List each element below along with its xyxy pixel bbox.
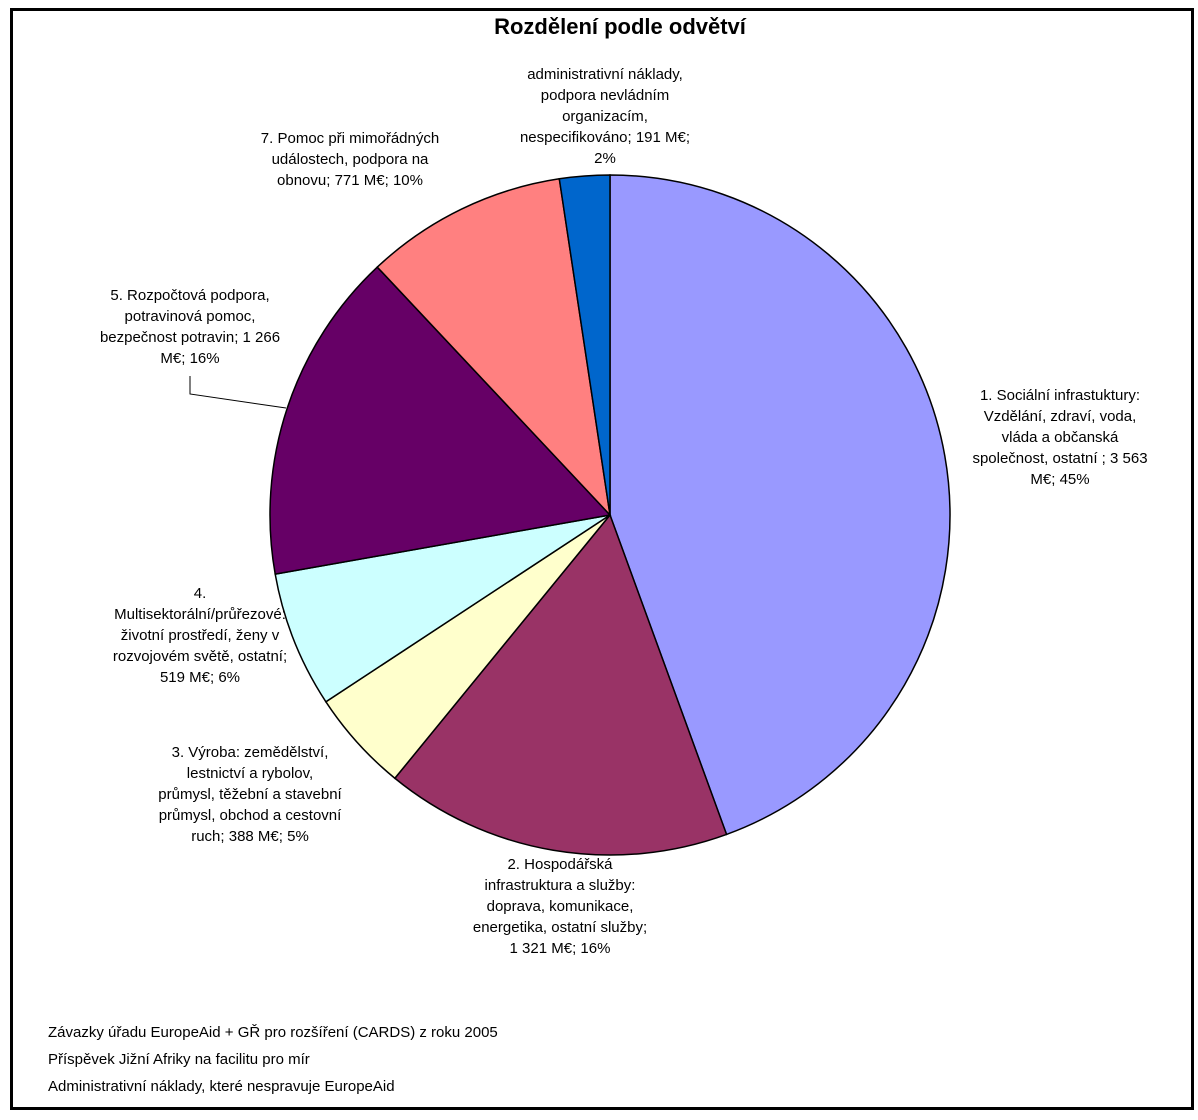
slice-label-line: organizacím, [562, 108, 648, 125]
slice-label-line: událostech, podpora na [272, 151, 429, 168]
slice-label-line: životní prostředí, ženy v [121, 627, 280, 644]
slice-label-line: nespecifikováno; 191 M€; [520, 129, 690, 146]
slice-label-line: M€; 45% [1030, 471, 1089, 488]
slice-label-line: infrastruktura a služby: [485, 877, 636, 894]
slice-label-line: potravinová pomoc, [125, 308, 256, 325]
slice-label-line: 7. Pomoc při mimořádných [261, 130, 439, 147]
slice-label-2: 2. Hospodářská infrastruktura a služby: do… [473, 856, 647, 957]
slice-label-line: podpora nevládním [541, 87, 669, 104]
pie-slice-4 [274, 514, 611, 703]
slice-label-line: doprava, komunikace, [487, 898, 634, 915]
slice-label-line: 1 321 M€; 16% [510, 940, 611, 957]
pie-slice-2 [393, 513, 728, 856]
slice-label-line: bezpečnost potravin; 1 266 [100, 329, 280, 346]
slice-label-line: průmysl, obchod a cestovní [159, 807, 342, 824]
footnote-2: Příspěvek Jižní Afriky na facilitu pro m… [48, 1051, 310, 1068]
slice-label-line: průmysl, těžební a stavební [158, 786, 342, 803]
slice-label-5: 5. Rozpočtová podpora, potravinová pomoc,… [100, 287, 280, 367]
chart-title: Rozdělení podle odvětví [494, 14, 746, 39]
pie-slice-6 [376, 177, 612, 518]
slice-label-line: lestnictví a rybolov, [187, 765, 313, 782]
slice-label-line: 5. Rozpočtová podpora, [110, 287, 269, 304]
slice-label-line: ruch; 388 M€; 5% [191, 828, 309, 845]
slice-label-1: 1. Sociální infrastuktury: Vzdělání, zdra… [972, 387, 1147, 488]
slice-label-line: 1. Sociální infrastuktury: [980, 387, 1140, 404]
pie-slice-1 [609, 174, 951, 836]
pie-slice-7 [558, 174, 611, 516]
slice-label-line: Vzdělání, zdraví, voda, [984, 408, 1137, 425]
slice-label-3: 3. Výroba: zemědělství, lestnictví a rybo… [158, 744, 342, 845]
slice-label-line: společnost, ostatní ; 3 563 [972, 450, 1147, 467]
slice-label-line: vláda a občanská [1002, 429, 1119, 446]
slice-label-line: M€; 16% [160, 350, 219, 367]
slice-label-line: 4. [194, 585, 207, 602]
slice-label-6: 7. Pomoc při mimořádných událostech, podp… [261, 130, 439, 189]
slice-label-line: Multisektorální/průřezové: [114, 606, 286, 623]
slice-label-line: 3. Výroba: zemědělství, [172, 744, 329, 761]
footnote-1: Závazky úřadu EuropeAid + GŘ pro rozšíře… [48, 1024, 498, 1041]
footnote-3: Administrativní náklady, které nespravuj… [48, 1078, 395, 1095]
slice-label-line: obnovu; 771 M€; 10% [277, 172, 423, 189]
leader-line-slice-5 [189, 376, 287, 409]
slice-label-4: 4. Multisektorální/průřezové: životní pros… [113, 585, 287, 686]
slice-label-line: administrativní náklady, [527, 66, 683, 83]
slice-label-7: administrativní náklady, podpora nevládní… [520, 66, 690, 167]
slice-label-line: 519 M€; 6% [160, 669, 240, 686]
slice-label-line: 2% [594, 150, 616, 167]
slice-label-line: rozvojovém světě, ostatní; [113, 648, 287, 665]
slice-label-line: energetika, ostatní služby; [473, 919, 647, 936]
slice-label-line: 2. Hospodářská [507, 856, 613, 873]
pie-slice-5 [269, 266, 612, 576]
